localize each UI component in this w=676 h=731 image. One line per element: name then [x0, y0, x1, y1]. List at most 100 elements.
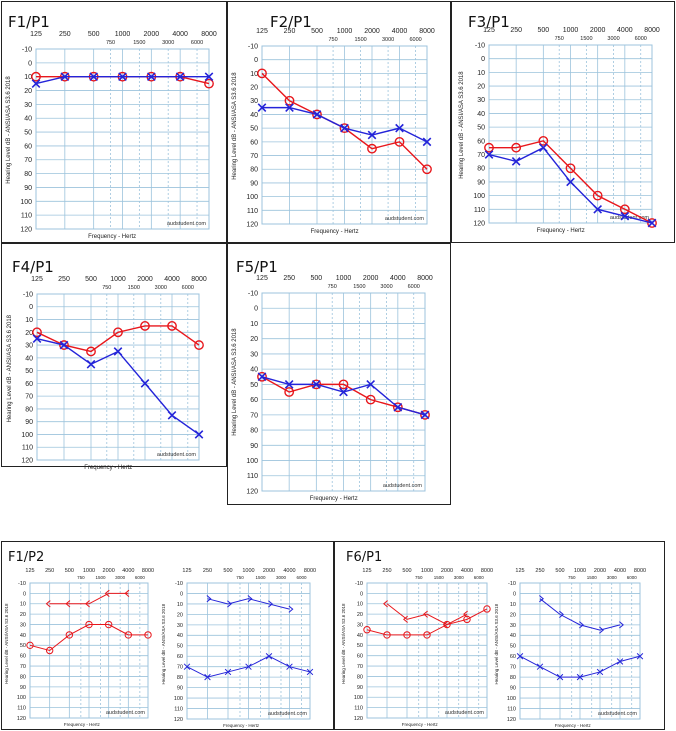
- freq-inter-label: 6000: [627, 575, 638, 580]
- data-point-arrow-right: [227, 600, 232, 608]
- x-axis-label: Frequency - Hertz: [402, 722, 439, 727]
- plot-border: [261, 292, 426, 492]
- freq-tick-label: 8000: [417, 275, 433, 282]
- db-tick-label: 30: [477, 97, 485, 104]
- freq-inter-label: 750: [568, 575, 576, 580]
- freq-tick-label: 4000: [164, 276, 180, 283]
- db-tick-label: 80: [510, 675, 516, 681]
- audiogram-f6-p1-left: -10 0 10 20 30 40 50 60 70 80 90 100 110 120 125 250 500…: [494, 568, 646, 728]
- plot-border: [488, 44, 653, 224]
- db-tick-label: 50: [20, 643, 26, 649]
- data-point-x: [393, 402, 403, 412]
- freq-tick-label: 8000: [201, 31, 217, 38]
- data-point-arrow-right: [206, 595, 212, 603]
- db-tick-label: 120: [246, 488, 258, 495]
- db-tick-label: 50: [25, 368, 33, 375]
- freq-tick-label: 125: [256, 28, 268, 35]
- data-point-circle: [284, 387, 295, 397]
- data-point-x: [511, 157, 521, 166]
- db-tick-label: 120: [354, 716, 363, 722]
- freq-tick-label: 1000: [115, 31, 131, 38]
- series-right-ear-bone: [45, 589, 130, 608]
- series-left-ear: [31, 72, 214, 88]
- db-tick-label: 10: [20, 602, 26, 608]
- audiogram-f1-p2-right: F1/P2 -10 0 10 20 30 40 50 60 70 80 90 100 110 120 125 2…: [4, 550, 154, 727]
- freq-tick-label: 500: [85, 276, 97, 283]
- db-tick-label: 40: [20, 633, 26, 639]
- freq-inter-label: 6000: [296, 575, 307, 580]
- db-tick-label: 10: [24, 74, 32, 81]
- freq-tick-label: 250: [283, 275, 295, 282]
- freq-inter-label: 1500: [354, 37, 366, 43]
- db-tick-label: 110: [22, 445, 33, 452]
- chart-title: F1/P1: [8, 13, 50, 31]
- freq-inter-label: 3000: [115, 575, 126, 580]
- freq-tick-label: 250: [535, 568, 544, 574]
- freq-tick-label: 125: [30, 31, 42, 38]
- plot-border: [261, 45, 428, 225]
- data-point-x: [636, 652, 644, 660]
- audiogram-f4-p1: F4/P1 -10 0 10 20 30 40 50 60 70 80 90 100 110 120 125 2…: [7, 258, 207, 471]
- data-point-circle: [65, 631, 74, 639]
- freq-inter-label: 750: [102, 285, 111, 291]
- freq-inter-label: 3000: [607, 575, 618, 580]
- freq-tick-label: 250: [45, 568, 54, 574]
- db-tick-label: 90: [357, 685, 363, 691]
- data-point-x: [285, 103, 294, 112]
- freq-inter-label: 3000: [454, 575, 465, 580]
- data-point-circle: [338, 379, 349, 390]
- x-axis-label: Frequency - Hertz: [223, 723, 260, 728]
- data-point-x: [175, 72, 185, 82]
- freq-tick-label: 1000: [110, 276, 126, 283]
- freq-tick-label: 125: [31, 276, 43, 283]
- data-point-arrow-right: [559, 610, 564, 618]
- freq-inter-label: 1500: [133, 40, 145, 46]
- data-point-circle: [403, 631, 411, 639]
- data-point-circle: [45, 646, 54, 655]
- data-point-circle: [257, 68, 267, 79]
- db-tick-label: 120: [17, 716, 26, 722]
- freq-inter-label: 750: [415, 575, 423, 580]
- db-tick-label: 0: [254, 57, 258, 64]
- db-tick-label: 70: [477, 152, 485, 159]
- db-tick-label: 100: [507, 696, 516, 702]
- chart-title: F5/P1: [236, 258, 278, 276]
- data-point-x: [395, 123, 404, 133]
- data-point-x: [340, 123, 349, 133]
- data-point-circle: [104, 620, 113, 629]
- db-tick-label: 40: [24, 116, 32, 123]
- db-tick-label: 90: [477, 179, 485, 186]
- data-point-circle: [592, 190, 603, 201]
- db-tick-label: -10: [475, 42, 485, 49]
- freq-tick-label: 2000: [144, 31, 160, 38]
- series-left-ear-air: [183, 652, 314, 681]
- data-point-x: [245, 663, 252, 670]
- data-point-circle: [194, 340, 204, 350]
- data-point-arrow-left: [85, 600, 90, 608]
- freq-tick-label: 500: [402, 568, 411, 574]
- y-axis-label: Hearing Level dB - ANSI/ASA S3.6 2018: [7, 314, 13, 422]
- data-point-arrow-left: [443, 620, 448, 629]
- series-line-right-ear-air: [29, 624, 148, 652]
- data-point-arrow-left: [383, 600, 388, 608]
- db-tick-label: 80: [250, 428, 258, 435]
- db-tick-label: 100: [246, 458, 258, 465]
- db-tick-label: 10: [250, 71, 258, 78]
- data-point-x: [140, 379, 150, 388]
- db-tick-label: 0: [360, 591, 363, 597]
- data-point-arrow-right: [539, 595, 544, 603]
- watermark: audstudent.com: [106, 710, 146, 716]
- series-right-ear: [32, 321, 204, 357]
- data-point-x: [366, 380, 376, 389]
- db-tick-label: 30: [510, 623, 516, 629]
- data-point-circle: [124, 631, 133, 639]
- freq-tick-label: 125: [483, 27, 495, 34]
- data-point-circle: [383, 631, 391, 639]
- freq-tick-label: 250: [284, 28, 296, 35]
- freq-inter-label: 750: [236, 575, 244, 580]
- freq-tick-label: 500: [537, 27, 549, 34]
- db-tick-label: 70: [24, 157, 32, 164]
- db-tick-label: 20: [357, 612, 363, 618]
- db-tick-label: -10: [23, 291, 33, 298]
- db-tick-label: 50: [477, 125, 485, 132]
